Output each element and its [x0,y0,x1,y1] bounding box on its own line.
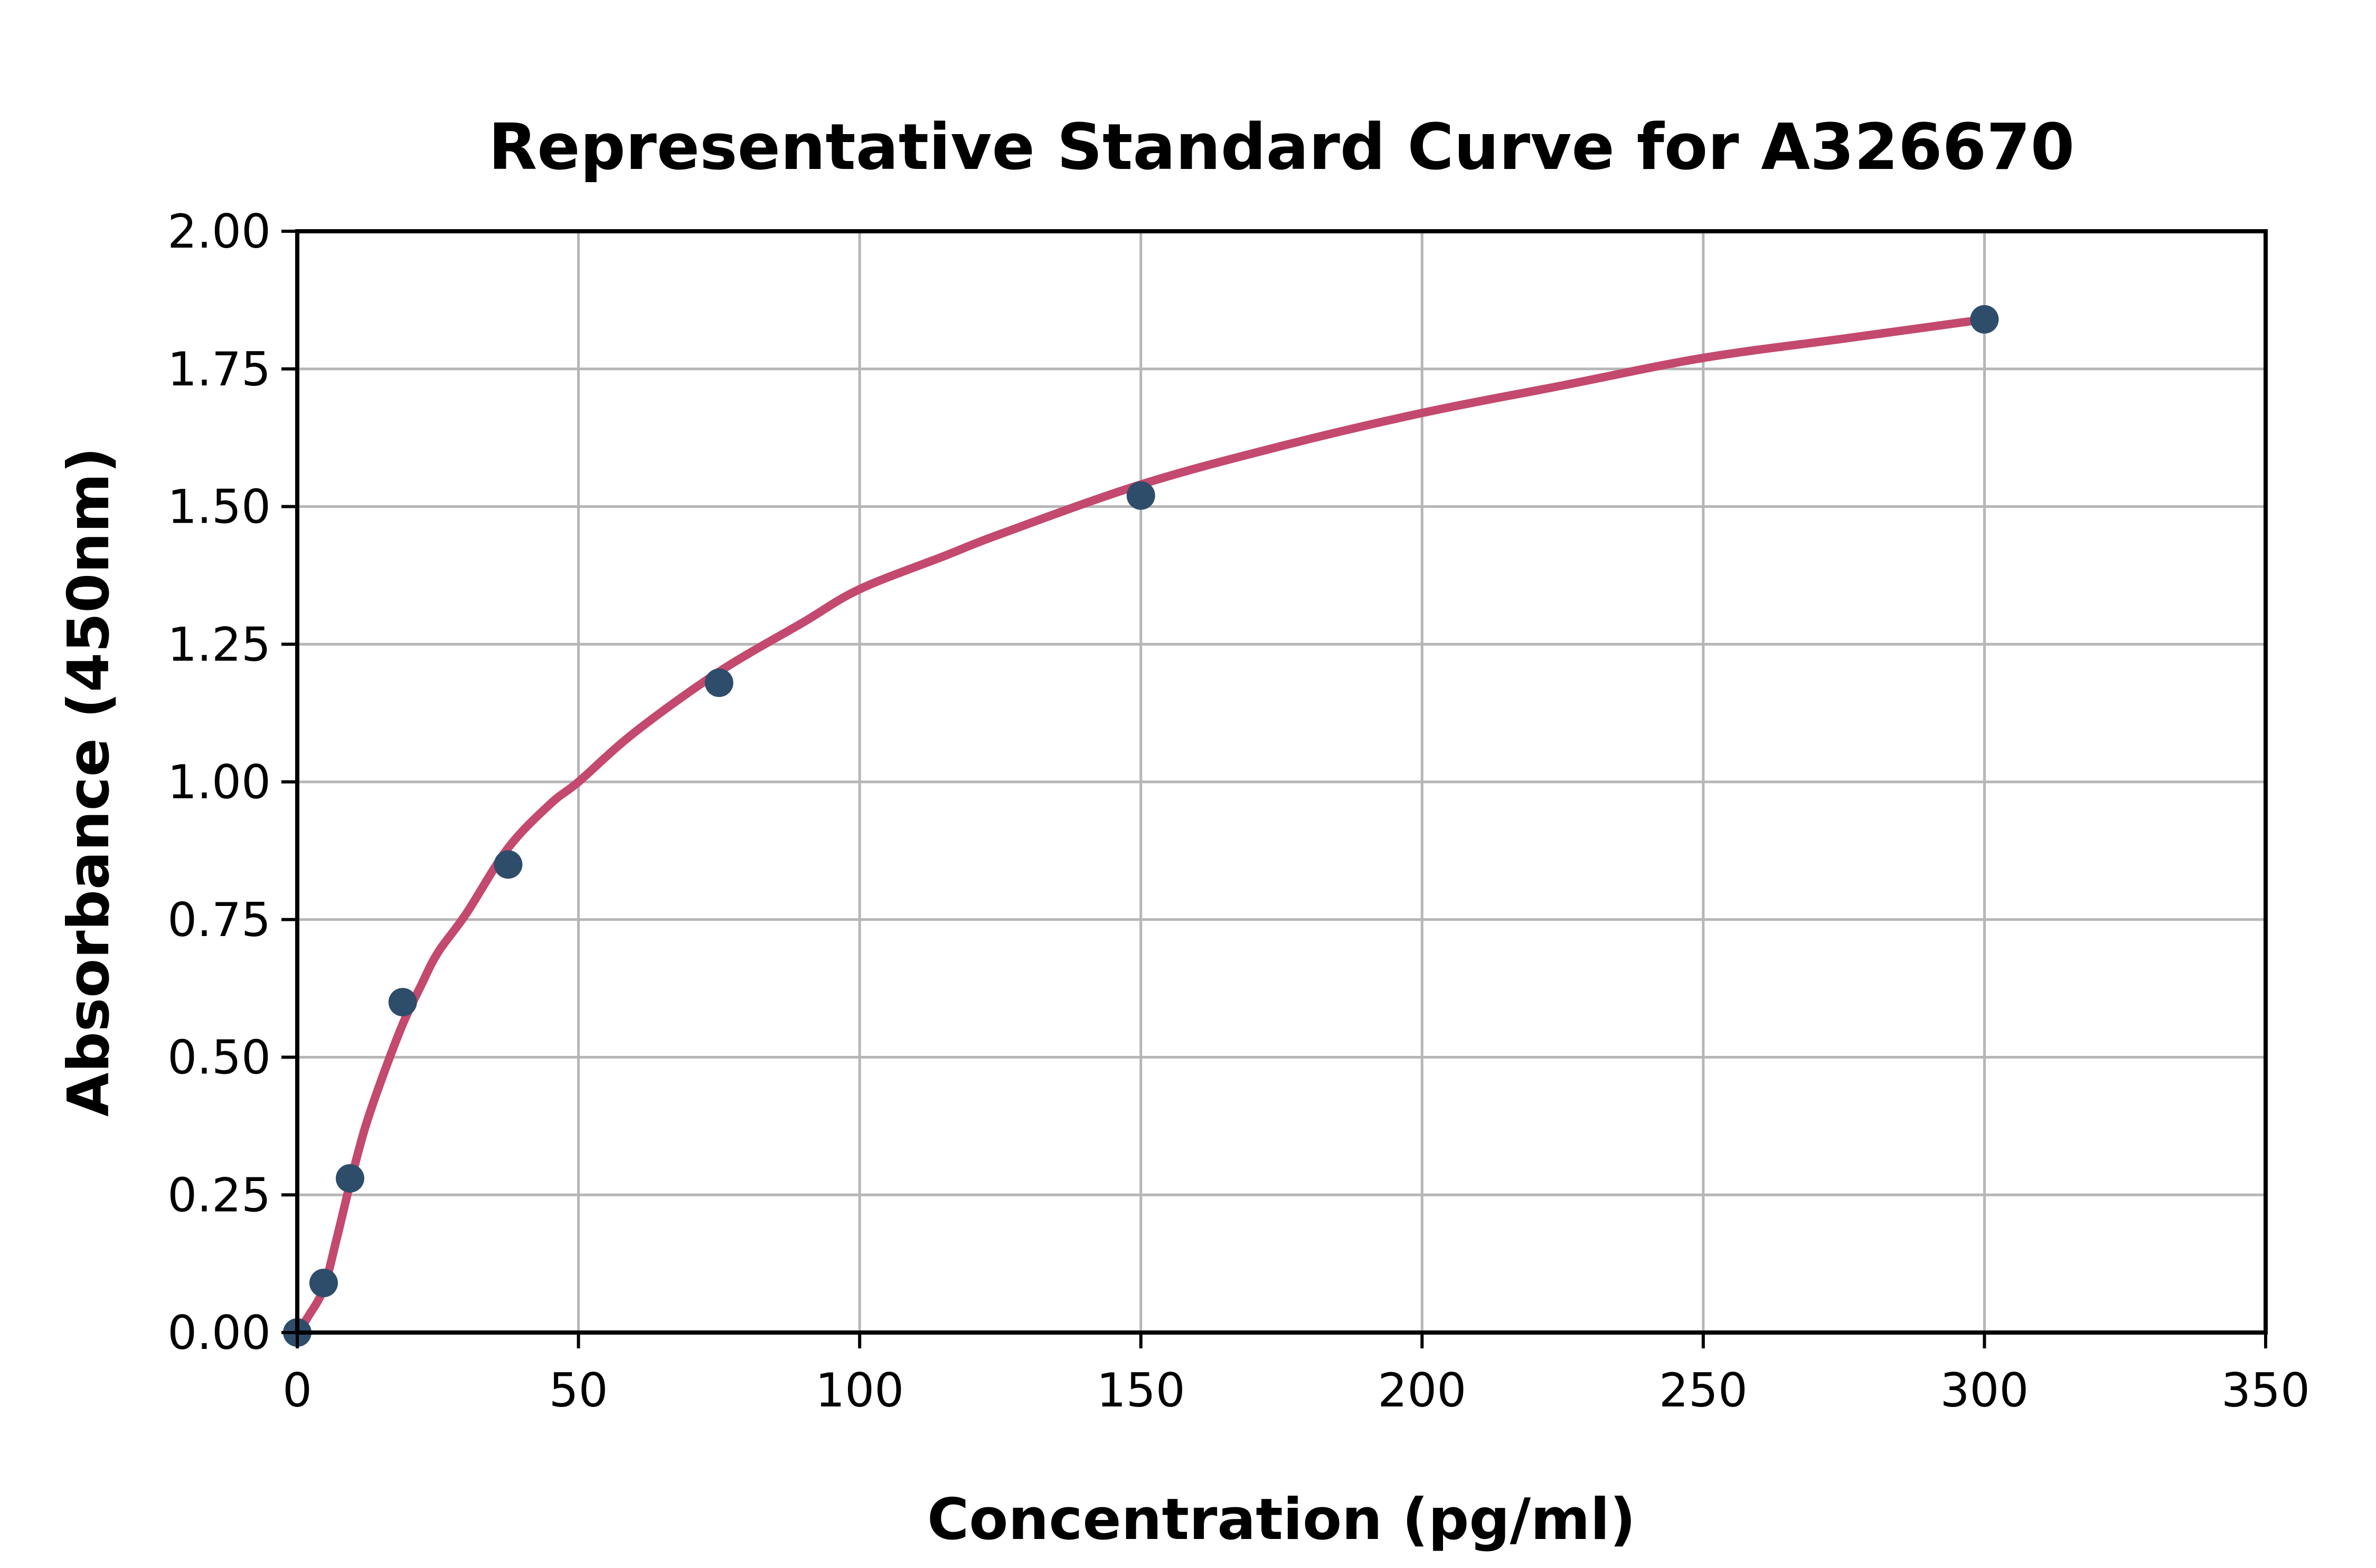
x-tick-label: 350 [2221,1363,2310,1418]
data-point [704,668,733,697]
y-tick-label: 0.50 [167,1031,271,1085]
x-tick-label: 300 [1940,1363,2029,1418]
x-tick-label: 200 [1378,1363,1466,1418]
fit-curve-path [293,315,1989,1337]
plot-grid [296,230,2267,1334]
y-tick-label: 0.00 [167,1306,271,1360]
x-tick-label: 0 [282,1363,312,1418]
x-tick-label: 100 [815,1363,904,1418]
plot-border [295,229,2268,1335]
x-tick-label: 50 [549,1363,608,1418]
x-tick-label: 150 [1097,1363,1185,1418]
y-tick-label: 1.25 [167,617,271,672]
axes [281,229,2268,1348]
data-point [335,1164,364,1193]
y-tick-label: 0.25 [167,1168,271,1222]
y-tick-label: 1.00 [167,755,271,809]
data-point [309,1269,338,1298]
data-point [388,988,417,1017]
y-tick-label: 1.75 [167,342,271,396]
x-tick-label: 250 [1659,1363,1748,1418]
y-tick-label: 2.00 [167,204,271,259]
data-point [1126,481,1155,510]
y-tick-label: 0.75 [167,893,271,947]
x-axis-label: Concentration (pg/ml) [927,1487,1636,1553]
fit-curve [293,315,1989,1337]
y-tick-label: 1.50 [167,480,271,534]
tick-labels: 0 50 100 150 200 250 300 350 0.00 0.25 0.50 0.75 1.0… [167,204,2310,1418]
chart-title: Representative Standard Curve for A32667… [488,111,2075,184]
data-point [1970,305,1999,334]
y-axis-label: Absorbance (450nm) [56,447,122,1117]
data-point [494,850,523,879]
